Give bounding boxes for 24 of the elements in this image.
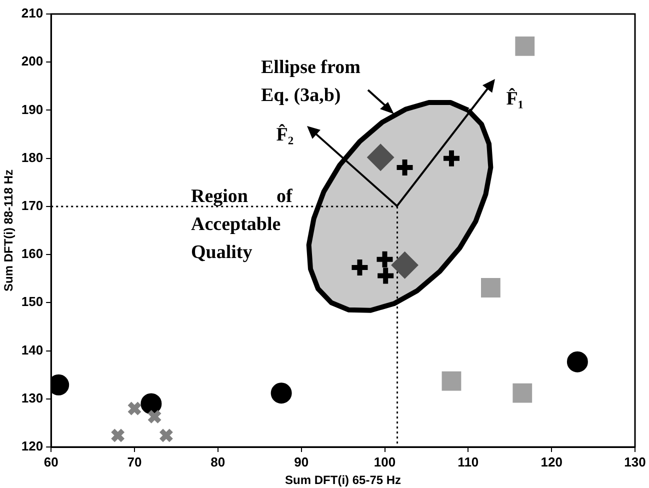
x-tick-label: 90 bbox=[294, 454, 309, 470]
x-tick-label: 60 bbox=[44, 454, 58, 470]
y-tick-label: 170 bbox=[21, 198, 44, 214]
annotation: Region of Acceptable Quality bbox=[191, 186, 293, 263]
y-tick-label: 140 bbox=[21, 342, 44, 358]
y-tick-label: 160 bbox=[21, 246, 44, 262]
x-tick-label: 100 bbox=[374, 454, 396, 470]
annotation: Ellipse from Eq. (3a,b) bbox=[261, 56, 361, 106]
y-tick-label: 150 bbox=[21, 294, 44, 310]
x-tick-label: 110 bbox=[458, 454, 479, 470]
y-tick-label: 130 bbox=[21, 390, 44, 406]
x-tick-label: 70 bbox=[127, 454, 142, 470]
y-tick-label: 120 bbox=[21, 438, 44, 454]
x-axis-title: Sum DFT(i) 65-75 Hz bbox=[285, 473, 402, 488]
y-tick-label: 190 bbox=[21, 102, 44, 117]
y-axis-title: Sum DFT(i) 88-118 Hz bbox=[2, 169, 16, 292]
x-tick-label: 80 bbox=[210, 454, 226, 470]
y-tick-label: 210 bbox=[21, 6, 44, 21]
annotation: F̂₂ bbox=[276, 123, 294, 146]
annotation: F̂₁ bbox=[506, 87, 524, 110]
y-tick-label: 180 bbox=[21, 150, 44, 165]
x-tick-label: 120 bbox=[540, 454, 562, 470]
y-tick-label: 200 bbox=[21, 54, 44, 69]
x-tick-label: 130 bbox=[624, 454, 646, 470]
